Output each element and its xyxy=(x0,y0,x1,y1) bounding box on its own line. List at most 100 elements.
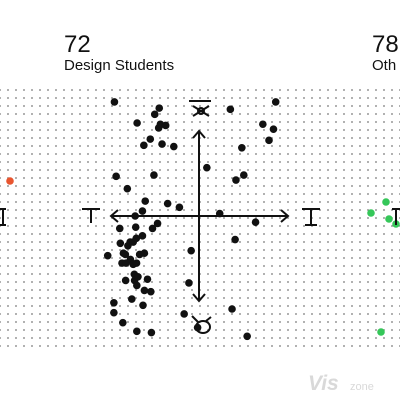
grid-dot xyxy=(23,321,25,323)
grid-dot xyxy=(287,281,289,283)
grid-dot xyxy=(255,153,257,155)
grid-dot xyxy=(367,321,369,323)
grid-dot xyxy=(183,113,185,115)
grid-dot xyxy=(159,289,161,291)
grid-dot xyxy=(23,345,25,347)
grid-dot xyxy=(7,281,9,283)
grid-dot xyxy=(31,145,33,147)
grid-dot xyxy=(95,169,97,171)
grid-dot xyxy=(103,281,105,283)
grid-dot xyxy=(367,89,369,91)
grid-dot xyxy=(367,193,369,195)
grid-dot xyxy=(79,297,81,299)
panel-left xyxy=(0,177,14,226)
grid-dot xyxy=(39,273,41,275)
grid-dot xyxy=(207,121,209,123)
grid-dot xyxy=(31,313,33,315)
grid-dot xyxy=(39,97,41,99)
grid-dot xyxy=(191,329,193,331)
grid-dot xyxy=(23,89,25,91)
grid-dot xyxy=(375,209,377,211)
grid-dot xyxy=(0,345,1,347)
grid-dot xyxy=(183,201,185,203)
grid-dot xyxy=(111,97,113,99)
grid-dot xyxy=(39,89,41,91)
grid-dot xyxy=(183,177,185,179)
grid-dot xyxy=(327,97,329,99)
grid-dot xyxy=(207,201,209,203)
grid-dot xyxy=(71,113,73,115)
grid-dot xyxy=(311,329,313,331)
grid-dot xyxy=(335,265,337,267)
grid-dot xyxy=(151,345,153,347)
grid-dot xyxy=(239,153,241,155)
grid-dot xyxy=(319,217,321,219)
grid-dot xyxy=(95,113,97,115)
grid-dot xyxy=(343,161,345,163)
grid-dot xyxy=(0,121,1,123)
grid-dot xyxy=(263,257,265,259)
grid-dot xyxy=(223,297,225,299)
grid-dot xyxy=(375,225,377,227)
grid-dot xyxy=(247,265,249,267)
grid-dot xyxy=(7,305,9,307)
grid-dot xyxy=(223,289,225,291)
grid-dot xyxy=(55,137,57,139)
grid-dot xyxy=(95,97,97,99)
grid-dot xyxy=(271,169,273,171)
grid-dot xyxy=(31,97,33,99)
axes xyxy=(109,129,290,303)
grid-dot xyxy=(383,193,385,195)
grid-dot xyxy=(71,313,73,315)
grid-dot xyxy=(303,161,305,163)
grid-dot xyxy=(191,113,193,115)
grid-dot xyxy=(223,249,225,251)
grid-dot xyxy=(183,225,185,227)
grid-dot xyxy=(79,217,81,219)
grid-dot xyxy=(167,97,169,99)
grid-dot xyxy=(183,297,185,299)
grid-dot xyxy=(311,321,313,323)
grid-dot xyxy=(15,185,17,187)
grid-dot xyxy=(0,241,1,243)
grid-dot xyxy=(287,329,289,331)
grid-dot xyxy=(23,145,25,147)
grid-dot xyxy=(55,249,57,251)
grid-dot xyxy=(327,241,329,243)
grid-dot xyxy=(31,337,33,339)
grid-dot xyxy=(239,297,241,299)
grid-dot xyxy=(359,153,361,155)
grid-dot xyxy=(343,145,345,147)
grid-dot xyxy=(63,105,65,107)
grid-dot xyxy=(143,105,145,107)
grid-dot xyxy=(303,169,305,171)
grid-dot xyxy=(111,113,113,115)
grid-dot xyxy=(55,153,57,155)
grid-dot xyxy=(263,105,265,107)
grid-dot xyxy=(247,321,249,323)
grid-dot xyxy=(119,345,121,347)
grid-dot xyxy=(7,97,9,99)
grid-dot xyxy=(343,153,345,155)
grid-dot xyxy=(143,313,145,315)
grid-dot xyxy=(47,209,49,211)
grid-dot xyxy=(111,153,113,155)
grid-dot xyxy=(287,321,289,323)
grid-dot xyxy=(215,193,217,195)
grid-dot xyxy=(343,281,345,283)
grid-dot xyxy=(39,177,41,179)
grid-dot xyxy=(0,97,1,99)
scatter-point xyxy=(110,98,119,106)
panel-center: 72 Design Students xyxy=(64,31,320,341)
grid-dot xyxy=(247,113,249,115)
grid-dot xyxy=(31,233,33,235)
grid-dot xyxy=(183,329,185,331)
grid-dot xyxy=(39,297,41,299)
grid-dot xyxy=(343,265,345,267)
grid-dot xyxy=(0,297,1,299)
grid-dot xyxy=(47,225,49,227)
grid-dot xyxy=(111,329,113,331)
grid-dot xyxy=(127,153,129,155)
grid-dot xyxy=(39,345,41,347)
grid-dot xyxy=(127,161,129,163)
